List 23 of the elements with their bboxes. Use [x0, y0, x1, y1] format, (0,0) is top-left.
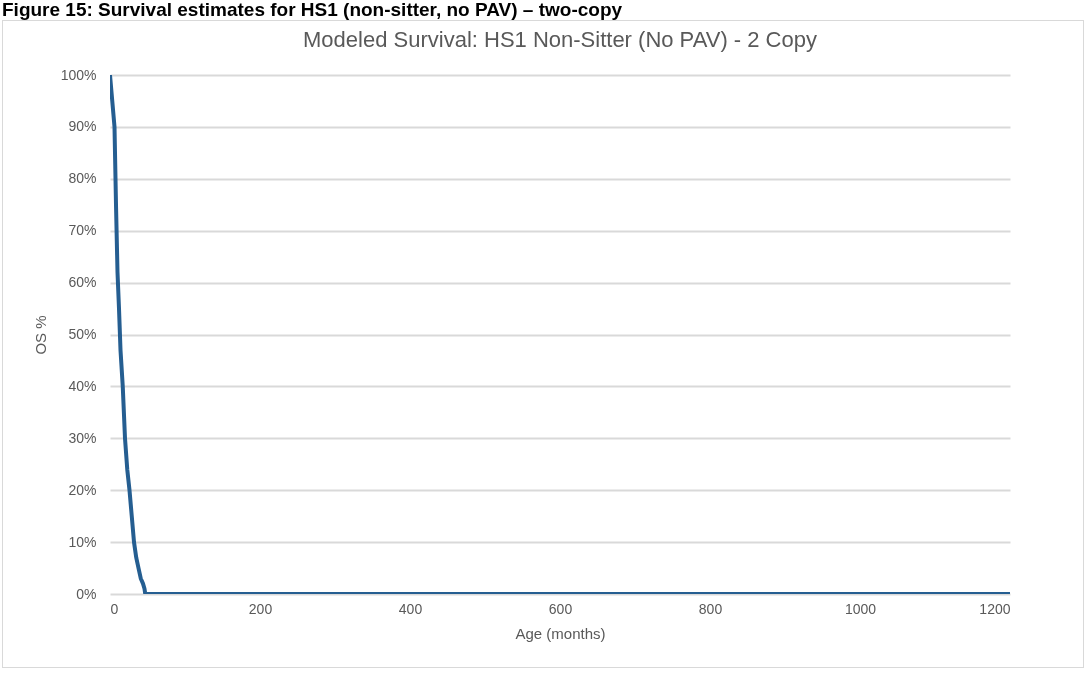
y-tick-label: 100%	[60, 66, 97, 83]
chart-subtitle: Modeled Survival: HS1 Non-Sitter (No PAV) - 2 Copy	[303, 27, 817, 52]
y-tick-label: 0%	[76, 585, 97, 602]
y-tick-label: 20%	[68, 481, 97, 498]
x-tick-label: 200	[248, 600, 273, 617]
chart-title: Figure 15: Survival estimates for HS1 (non-sitter, no PAV) – two-copy	[2, 0, 624, 20]
x-tick-label: 400	[398, 600, 423, 617]
x-tick-label: 1000	[844, 600, 877, 617]
y-tick-label: 10%	[68, 533, 97, 550]
y-tick-label: 60%	[68, 274, 97, 291]
y-tick-label: 30%	[68, 429, 97, 446]
y-tick-label: 90%	[68, 118, 97, 135]
y-axis-title: OS %	[31, 315, 49, 355]
y-tick-label: 70%	[68, 222, 97, 239]
x-tick-label: 800	[698, 600, 723, 617]
x-axis-title: Age (months)	[515, 624, 606, 642]
y-tick-label: 80%	[68, 170, 97, 187]
y-tick-label: 40%	[68, 377, 97, 394]
x-tick-label: 0	[110, 600, 119, 617]
x-tick-label: 1200	[979, 600, 1011, 617]
line-series	[110, 75, 1010, 594]
x-tick-label: 600	[548, 600, 573, 617]
y-tick-label: 50%	[68, 326, 97, 342]
